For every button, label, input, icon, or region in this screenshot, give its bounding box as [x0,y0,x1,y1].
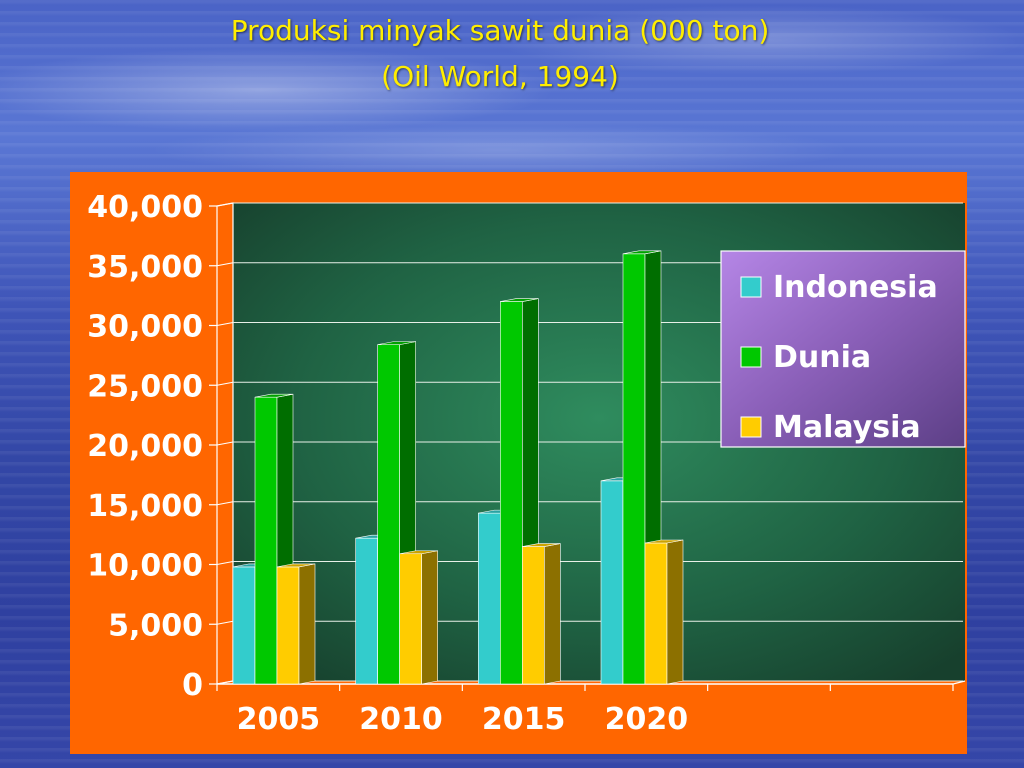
x-tick-label: 2020 [605,702,689,737]
bar-chart: 0 5,000 10,000 15,000 20,000 25,000 30,000 35,0… [87,190,966,737]
bar-malaysia-2015 [522,546,545,685]
bar-top-dunia-2010 [377,341,416,345]
bar-top-malaysia-2020 [644,539,684,544]
chart-panel: 0 5,000 10,000 15,000 20,000 25,000 30,000 35,0… [70,172,967,754]
bar-indonesia-2010 [355,537,378,685]
gridline-side [216,501,234,506]
slide-title: Produksi minyak sawit dunia (000 ton) (O… [0,8,1000,100]
gridline-side [216,262,234,267]
bar-side-malaysia-2020 [666,539,684,685]
bar-malaysia-2010 [399,553,422,685]
gridline-side [216,561,234,565]
x-tick-label: 2010 [359,702,443,737]
title-line-1: Produksi minyak sawit dunia (000 ton) [230,14,770,47]
y-tick-label: 40,000 [87,190,203,225]
legend-box [720,250,966,448]
y-tick-label: 5,000 [108,608,203,643]
bar-indonesia-2015 [478,512,501,685]
bar-indonesia-2005 [232,566,256,685]
y-tick-label: 0 [182,668,203,703]
bar-top-malaysia-2010 [399,550,438,555]
gridline-side [216,381,234,386]
bar-side-malaysia-2005 [298,563,316,685]
bar-malaysia-2005 [276,566,300,685]
bar-dunia-2005 [254,396,278,685]
bar-side-malaysia-2015 [544,543,561,685]
legend-label-dunia: Dunia [773,340,871,375]
legend-label-indonesia: Indonesia [773,270,938,305]
bar-dunia-2020 [622,253,646,685]
x-tick-label: 2005 [237,702,321,737]
bar-top-dunia-2020 [622,250,662,255]
bar-top-dunia-2005 [254,393,294,398]
y-tick-label: 20,000 [87,429,203,464]
y-tick-label: 10,000 [87,549,203,584]
bar-top-dunia-2015 [500,298,539,302]
legend-swatch-indonesia [740,276,762,298]
bar-malaysia-2020 [644,542,668,685]
bar-top-malaysia-2015 [522,543,561,547]
bar-side-malaysia-2010 [421,550,438,685]
gridline-side [216,322,234,326]
y-tick-label: 25,000 [87,369,203,404]
bar-top-malaysia-2005 [276,563,316,568]
y-tick-label: 35,000 [87,250,203,285]
y-tick-label: 30,000 [87,310,203,345]
legend-swatch-malaysia [740,416,762,438]
bar-dunia-2015 [500,301,523,685]
y-tick-label: 15,000 [87,489,203,524]
gridline-side [216,441,234,446]
bar-dunia-2010 [377,344,400,685]
x-tick-label: 2015 [482,702,566,737]
legend-swatch-dunia [740,346,762,368]
gridline-side [216,202,234,207]
x-axis-corner [952,680,966,685]
title-line-2: (Oil World, 1994) [381,60,619,93]
bar-indonesia-2020 [600,480,624,685]
legend-label-malaysia: Malaysia [773,410,921,445]
gridline-side [216,620,234,625]
